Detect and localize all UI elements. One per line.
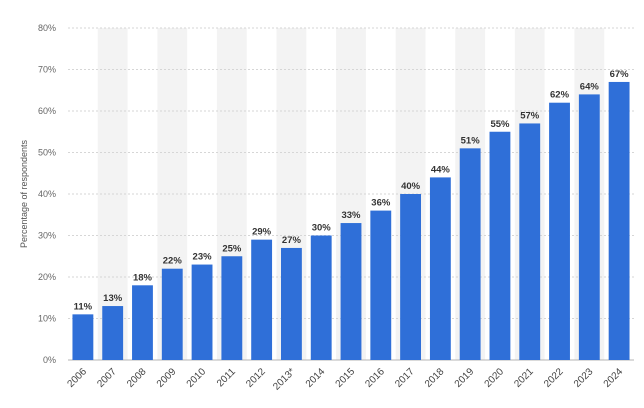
bar bbox=[578, 94, 600, 361]
y-tick-label: 30% bbox=[38, 231, 56, 241]
bar bbox=[102, 306, 124, 360]
data-label: 51% bbox=[461, 135, 481, 146]
data-label: 64% bbox=[580, 81, 600, 92]
data-label: 11% bbox=[74, 301, 93, 312]
data-label: 57% bbox=[520, 110, 540, 121]
data-label: 18% bbox=[133, 272, 153, 283]
bar bbox=[400, 194, 422, 360]
x-tick-label: 2022 bbox=[542, 366, 566, 390]
y-tick-label: 20% bbox=[38, 272, 56, 282]
x-tick-label: 2015 bbox=[334, 366, 358, 390]
x-tick-label: 2010 bbox=[185, 366, 209, 390]
x-axis-ticks: 2006 2007 2008 2009 2010 2011 2012 2013* 2014 201… bbox=[66, 366, 626, 393]
y-axis-label: Percentage of respondents bbox=[19, 139, 29, 248]
x-tick-label: 2024 bbox=[602, 366, 626, 390]
x-tick-label: 2006 bbox=[66, 366, 90, 390]
data-label: 36% bbox=[371, 198, 391, 209]
bar bbox=[132, 285, 153, 360]
bar bbox=[608, 81, 630, 360]
data-label: 25% bbox=[222, 243, 242, 254]
x-tick-label: 2019 bbox=[453, 366, 477, 390]
bar bbox=[429, 177, 451, 360]
data-labels: 11% 13% 18% 22% 23% 25% 29% 27% 30% 33% 36% 40% 44% 5… bbox=[74, 69, 630, 312]
x-tick-label: 2008 bbox=[125, 366, 149, 390]
y-axis-ticks: 0% 10% 20% 30% 40% 50% 60% 70% 80% bbox=[38, 23, 56, 365]
x-tick-label: 2013* bbox=[271, 366, 297, 392]
bar bbox=[340, 223, 362, 360]
data-label: 22% bbox=[163, 256, 183, 267]
y-tick-label: 40% bbox=[38, 189, 56, 199]
y-tick-label: 60% bbox=[38, 106, 56, 116]
x-tick-label: 2016 bbox=[363, 366, 387, 390]
data-label: 27% bbox=[282, 235, 302, 246]
x-tick-label: 2021 bbox=[512, 366, 536, 390]
y-tick-label: 70% bbox=[38, 65, 56, 75]
data-label: 40% bbox=[401, 181, 421, 192]
data-label: 29% bbox=[252, 227, 272, 238]
x-tick-label: 2011 bbox=[215, 366, 238, 389]
data-label: 13% bbox=[103, 293, 123, 304]
bar bbox=[459, 148, 481, 360]
x-tick-label: 2017 bbox=[393, 366, 417, 390]
x-tick-label: 2018 bbox=[423, 366, 447, 390]
x-tick-label: 2014 bbox=[304, 366, 328, 390]
data-label: 62% bbox=[550, 90, 570, 101]
x-tick-label: 2009 bbox=[155, 366, 179, 390]
bar bbox=[72, 314, 94, 360]
bars bbox=[72, 81, 630, 361]
data-label: 30% bbox=[312, 223, 332, 234]
x-tick-label: 2012 bbox=[244, 366, 268, 390]
data-label: 55% bbox=[490, 119, 510, 130]
x-tick-label: 2023 bbox=[572, 366, 596, 390]
bar bbox=[191, 264, 213, 360]
y-tick-label: 80% bbox=[38, 23, 56, 33]
bar bbox=[280, 247, 302, 360]
bar bbox=[549, 102, 570, 360]
y-tick-label: 10% bbox=[38, 314, 56, 324]
data-label: 33% bbox=[341, 210, 361, 221]
y-tick-label: 50% bbox=[38, 148, 56, 158]
data-label: 23% bbox=[193, 252, 213, 263]
bar bbox=[161, 268, 183, 360]
x-tick-label: 2020 bbox=[483, 366, 507, 390]
data-label: 44% bbox=[431, 164, 451, 175]
x-tick-label: 2007 bbox=[95, 366, 119, 390]
y-tick-label: 0% bbox=[43, 355, 56, 365]
bar bbox=[519, 123, 541, 360]
bar bbox=[251, 239, 273, 360]
bar bbox=[310, 235, 332, 360]
bar bbox=[370, 210, 392, 360]
bar bbox=[221, 256, 243, 360]
data-label: 67% bbox=[610, 69, 630, 80]
bar bbox=[489, 131, 511, 360]
